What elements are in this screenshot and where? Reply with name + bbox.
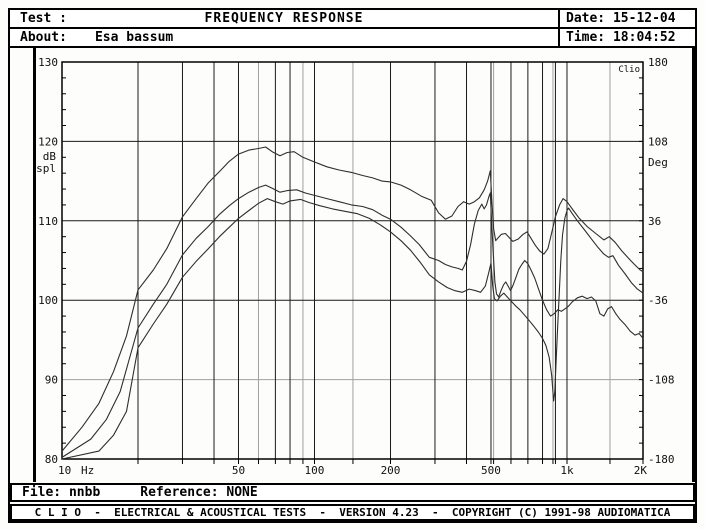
y-left-axis-label: dB [43, 150, 57, 163]
y-left-axis-label: spl [36, 162, 56, 175]
time-value: Time: 18:04:52 [566, 30, 676, 45]
curve-1 [61, 146, 644, 452]
file-name: nnbb [68, 485, 101, 500]
date-value: Date: 15-12-04 [566, 11, 676, 26]
reference-label: Reference: [140, 485, 219, 500]
reference-value [219, 485, 227, 500]
y-right-tick-label: -108 [648, 374, 675, 387]
y-left-tick-label: 80 [45, 453, 58, 466]
file-value [61, 485, 69, 500]
x-tick-label: 10 [58, 464, 71, 477]
page-border-right [692, 46, 695, 482]
reference-name: NONE [226, 485, 258, 500]
y-right-tick-label: -180 [648, 453, 675, 466]
x-tick-label: 2K [634, 464, 648, 477]
x-tick-label: 50 [232, 464, 245, 477]
time-cell: Time: 18:04:52 [558, 29, 695, 46]
date-cell: Date: 15-12-04 [558, 10, 695, 27]
x-tick-label: 1k [560, 464, 574, 477]
header-row-about: About: Esa bassum Time: 18:04:52 [10, 29, 695, 48]
x-tick-label: 100 [305, 464, 325, 477]
y-left-tick-label: 130 [38, 56, 58, 69]
footer-status-bar: C L I O - ELECTRICAL & ACOUSTICAL TESTS … [10, 504, 695, 521]
y-right-tick-label: -36 [648, 294, 668, 307]
y-right-tick-label: 180 [648, 56, 668, 69]
y-left-tick-label: 120 [38, 135, 58, 148]
header-row-test: Test : FREQUENCY RESPONSE Date: 15-12-04 [10, 10, 695, 29]
footer-text: C L I O - ELECTRICAL & ACOUSTICAL TESTS … [34, 506, 671, 519]
y-left-tick-label: 100 [38, 294, 58, 307]
clio-watermark: Clio [618, 65, 640, 75]
page-border-left [33, 46, 36, 482]
about-label: About: [20, 30, 67, 45]
frequency-response-chart: 130 120 110 100 90 80 180 108 36 -36 -108 -180 10 50 1… [36, 56, 675, 477]
x-tick-label: 500 [481, 464, 501, 477]
header-left-cell: Test : FREQUENCY RESPONSE [10, 10, 558, 27]
x-tick-label: 200 [381, 464, 401, 477]
y-right-tick-label: 36 [648, 215, 661, 228]
about-value: Esa bassum [94, 30, 174, 45]
y-right-tick-label: 108 [648, 135, 668, 148]
about-cell: About: Esa bassum [10, 29, 558, 46]
x-axis-unit-label: Hz [81, 464, 94, 477]
file-bar: File: nnbb Reference: NONE [10, 483, 695, 502]
window-border [8, 8, 697, 523]
file-label: File: [22, 485, 62, 500]
curve-3 [61, 198, 644, 460]
test-label: Test : [20, 11, 67, 26]
page-title: FREQUENCY RESPONSE [204, 11, 364, 26]
curve-2 [61, 184, 644, 458]
y-left-tick-label: 90 [45, 374, 58, 387]
y-left-tick-label: 110 [38, 215, 58, 228]
y-right-axis-label: Deg [648, 156, 668, 169]
